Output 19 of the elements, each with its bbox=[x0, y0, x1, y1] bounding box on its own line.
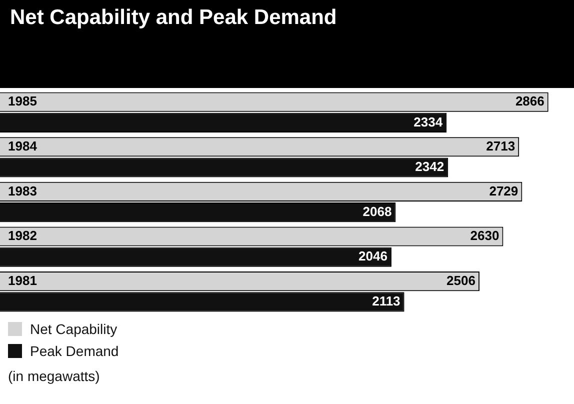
text: (in megawatts) bbox=[8, 368, 101, 384]
chart-title: Net Capability and Peak Demand bbox=[0, 0, 574, 88]
data-label: 2068 bbox=[362, 204, 392, 219]
data-label: 2866 bbox=[515, 94, 544, 109]
legend-label: Net Capability bbox=[30, 321, 118, 337]
y-tick-label: 1985 bbox=[8, 94, 37, 109]
data-label: 2713 bbox=[486, 138, 516, 154]
data-label: 2342 bbox=[415, 159, 444, 174]
data-label: 2630 bbox=[470, 228, 500, 244]
y-tick-label: 1982 bbox=[8, 228, 37, 244]
data-label: 2506 bbox=[446, 272, 476, 288]
data-label: 2729 bbox=[489, 183, 518, 198]
legend-label: Peak Demand bbox=[30, 343, 119, 359]
y-tick-label: 1983 bbox=[8, 183, 37, 198]
data-label: 2046 bbox=[358, 248, 388, 264]
data-label: 2113 bbox=[372, 293, 400, 308]
data-label: 2334 bbox=[414, 114, 444, 130]
y-tick-label: 1981 bbox=[8, 272, 37, 288]
y-tick-label: 1984 bbox=[8, 138, 38, 154]
